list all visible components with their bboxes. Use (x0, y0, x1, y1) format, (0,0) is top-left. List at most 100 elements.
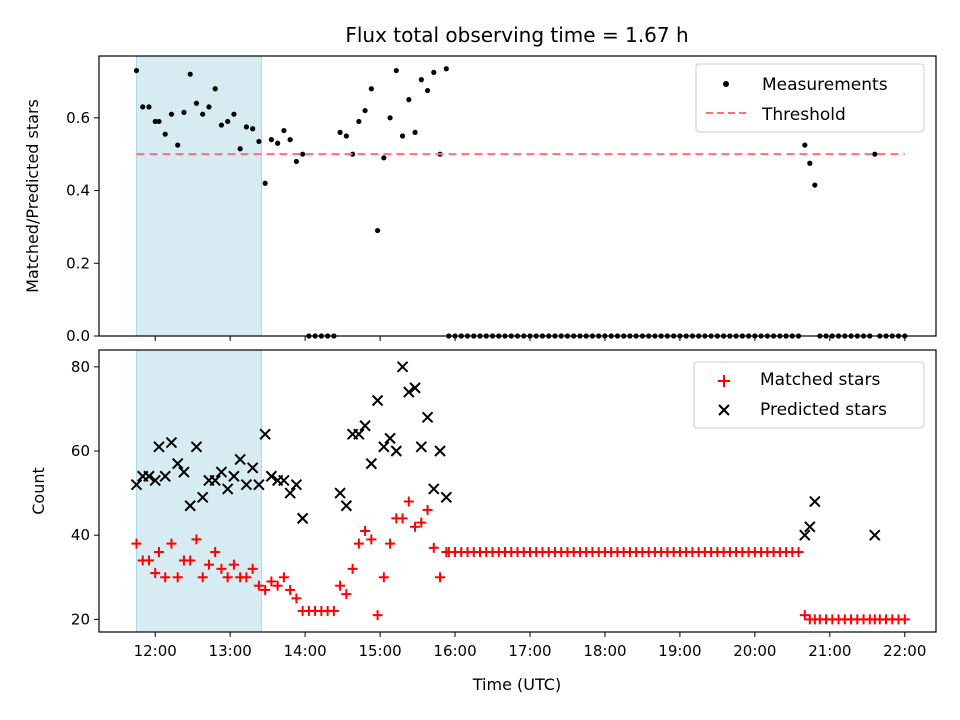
matched-star-point (203, 559, 214, 570)
legend-matched-marker (718, 375, 730, 387)
measurement-point (431, 69, 437, 75)
matched-star-point (191, 534, 202, 545)
predicted-star-point (415, 441, 428, 453)
measurement-point (293, 158, 299, 165)
predicted-star-point (278, 474, 290, 487)
bottom-ylabel: Count (29, 467, 48, 515)
predicted-star-point (359, 420, 371, 432)
matched-star-point (272, 580, 283, 591)
matched-star-point (153, 547, 164, 558)
predicted-star-point (165, 436, 178, 449)
predicted-star-point (421, 411, 434, 424)
measurement-point (193, 100, 200, 106)
predicted-star-point (265, 470, 278, 482)
matched-star-point (422, 504, 433, 515)
predicted-star-point (869, 529, 881, 541)
top-ylabel: Matched/Predicted stars (23, 99, 42, 293)
measurement-point (162, 131, 168, 137)
measurement-point (337, 129, 343, 135)
predicted-star-point (809, 495, 821, 508)
matched-star-point (266, 576, 277, 587)
matched-star-point (353, 538, 364, 549)
measurement-point (275, 140, 281, 146)
top-ytick-label: 0.2 (66, 254, 90, 272)
predicted-star-point (353, 428, 365, 440)
legend-matched-label: Matched stars (760, 370, 880, 390)
xtick-label: 15:00 (358, 642, 401, 660)
predicted-star-point (390, 445, 403, 457)
measurement-point (374, 227, 381, 234)
measurement-point (187, 71, 193, 77)
measurement-point (200, 111, 206, 117)
matched-star-point (131, 538, 142, 549)
measurement-point (181, 109, 187, 115)
measurement-point (287, 137, 293, 143)
measurement-point (146, 104, 152, 110)
matched-star-point (793, 547, 804, 558)
matched-star-point (435, 572, 446, 583)
bottom-panel: 12:00 13:00 14:00 15:00 16:00 17:00 18:00 19:00… (29, 349, 937, 694)
bottom-ytick-label: 60 (71, 442, 90, 460)
measurement-point (225, 118, 231, 125)
bottom-legend: Matched stars Predicted stars (693, 361, 925, 429)
matched-star-point (347, 563, 358, 574)
predicted-star-point (290, 478, 303, 491)
matched-star-point (360, 525, 371, 536)
predicted-star-point (178, 466, 190, 478)
predicted-star-point (365, 457, 378, 470)
measurement-point (356, 118, 362, 125)
measurement-point (349, 151, 356, 157)
predicted-star-point (259, 428, 271, 440)
measurement-point (872, 151, 878, 157)
measurement-point (168, 111, 175, 117)
measurement-point (281, 127, 287, 134)
measurement-point (412, 129, 418, 135)
xtick-label: 20:00 (733, 642, 776, 660)
measurement-point (418, 77, 424, 83)
measurement-point (387, 115, 393, 121)
legend-predicted-label: Predicted stars (760, 400, 887, 420)
top-ytick-label: 0.0 (66, 327, 90, 345)
matched-star-point (166, 538, 177, 549)
measurement-point (393, 67, 399, 74)
top-ytick-label: 0.4 (66, 182, 90, 200)
measurement-point (206, 104, 212, 110)
matched-star-point (143, 555, 154, 566)
measurement-point (256, 138, 262, 145)
xtick-label: 12:00 (134, 642, 177, 660)
measurement-point (368, 86, 374, 92)
predicted-star-point (190, 441, 203, 453)
matched-star-point (222, 572, 233, 583)
bottom-ytick-label: 40 (71, 526, 90, 544)
top-legend-frame (695, 63, 925, 133)
measurement-point (262, 180, 268, 186)
matched-star-point (247, 563, 258, 574)
matched-star-point (228, 559, 239, 570)
measurement-point (133, 67, 140, 74)
predicted-star-point (334, 487, 346, 499)
predicted-star-point (130, 478, 143, 491)
predicted-star-point (409, 382, 421, 394)
xtick-label: 16:00 (433, 642, 476, 660)
legend-measurements-marker (723, 81, 729, 87)
measurement-point (237, 146, 243, 152)
predicted-star-point (384, 432, 396, 445)
matched-star-point (410, 521, 421, 532)
xtick-label: 18:00 (583, 642, 626, 660)
top-plot-frame (98, 55, 937, 337)
matched-star-point (397, 513, 408, 524)
matched-star-point (291, 593, 302, 604)
matched-star-point (335, 580, 346, 591)
measurement-point (175, 142, 181, 148)
matched-star-point (278, 572, 289, 583)
xtick-label: 17:00 (508, 642, 551, 660)
xtick-label: 13:00 (209, 642, 252, 660)
top-legend: Measurements Threshold (695, 63, 925, 133)
top-ytick-label: 0.6 (66, 109, 90, 127)
matched-star-point (260, 584, 271, 595)
top-shaded-interval (135, 55, 262, 337)
measurement-point (399, 133, 406, 139)
measurement-point (243, 124, 250, 130)
matched-star-point (160, 572, 171, 583)
